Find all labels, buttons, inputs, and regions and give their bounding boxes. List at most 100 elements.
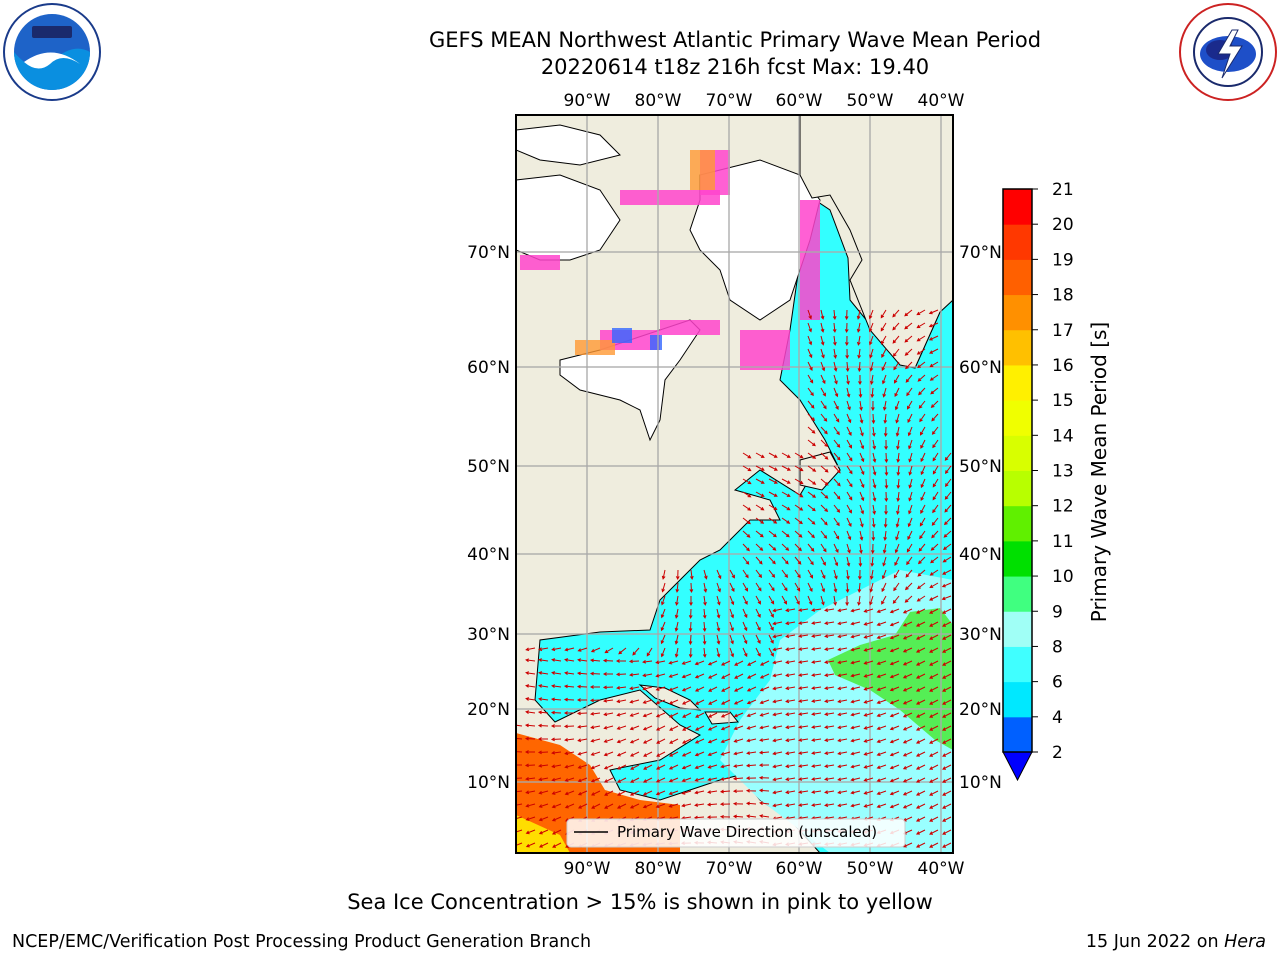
wave-direction-arrow (616, 764, 627, 770)
wave-direction-arrow (781, 452, 791, 458)
noaa-logo (3, 3, 101, 101)
wave-direction-arrow (516, 764, 522, 766)
wave-direction-arrow (708, 686, 718, 692)
wave-direction-arrow (629, 738, 640, 744)
wave-direction-arrow (807, 361, 813, 371)
colorbar-segment (1003, 435, 1032, 471)
wave-direction-arrow (745, 776, 757, 781)
wave-direction-arrow (577, 764, 588, 769)
wave-direction-arrow (660, 647, 666, 658)
wave-direction-arrow (798, 673, 809, 677)
wave-direction-arrow (920, 478, 926, 489)
wave-direction-arrow (798, 725, 809, 729)
wave-direction-arrow (869, 361, 874, 372)
wave-direction-arrow (889, 608, 900, 614)
wave-direction-arrow (904, 335, 913, 343)
wave-direction-arrow (859, 530, 864, 541)
wave-direction-arrow (857, 569, 862, 581)
wave-direction-arrow (768, 465, 778, 471)
wave-direction-arrow (668, 790, 679, 795)
wave-direction-arrow (707, 673, 718, 679)
wave-direction-arrow (942, 842, 952, 848)
wave-direction-arrow (603, 764, 614, 770)
wave-direction-arrow (707, 751, 718, 756)
colorbar-tick-label: 14 (1052, 426, 1074, 446)
wave-direction-arrow (538, 697, 549, 701)
wave-direction-arrow (674, 647, 679, 658)
wave-direction-arrow (824, 634, 835, 638)
wave-direction-arrow (859, 478, 865, 489)
wave-direction-arrow (807, 595, 813, 606)
wave-direction-arrow (920, 439, 926, 449)
sea-ice-patch (575, 340, 615, 355)
wave-direction-arrow (707, 777, 718, 782)
wave-direction-arrow (755, 530, 764, 538)
wave-direction-arrow (916, 582, 926, 590)
wave-direction-arrow (656, 738, 666, 744)
wave-direction-arrow (551, 790, 562, 795)
wave-direction-arrow (563, 724, 575, 729)
wave-direction-arrow (863, 764, 874, 769)
wave-direction-arrow (721, 673, 731, 679)
wave-direction-arrow (794, 517, 803, 525)
wave-direction-arrow (932, 439, 939, 449)
wave-direction-arrow (538, 763, 549, 768)
wave-direction-arrow (668, 712, 679, 718)
wave-direction-arrow (850, 790, 861, 795)
wave-direction-arrow (837, 790, 848, 795)
wave-direction-arrow (889, 725, 900, 731)
wave-direction-arrow (785, 660, 796, 665)
wave-direction-arrow (876, 764, 887, 769)
wave-direction-arrow (918, 387, 926, 396)
wave-direction-arrow (694, 764, 705, 769)
wave-direction-arrow (858, 375, 862, 386)
colorbar-tick-label: 12 (1052, 497, 1074, 517)
wave-direction-arrow (889, 751, 900, 757)
wave-direction-arrow (616, 751, 627, 757)
wave-direction-arrow (716, 647, 721, 658)
colorbar-segment (1003, 364, 1032, 401)
wave-direction-arrow (880, 322, 887, 332)
wave-direction-arrow (902, 790, 913, 796)
lon-label-bottom: 80°W (635, 859, 682, 879)
wave-direction-arrow (915, 634, 926, 640)
wave-direction-arrow (589, 698, 601, 703)
wave-direction-arrow (590, 738, 601, 743)
wave-direction-arrow (833, 374, 838, 385)
lat-label-left: 30°N (467, 625, 510, 645)
wave-direction-arrow (917, 374, 926, 382)
wave-direction-arrow (729, 621, 734, 632)
wave-direction-arrow (706, 802, 718, 807)
wave-direction-arrow (772, 660, 783, 665)
wave-direction-arrow (603, 751, 614, 757)
wave-direction-arrow (881, 582, 887, 593)
wave-direction-arrow (870, 543, 875, 555)
wave-direction-arrow (872, 478, 877, 489)
wave-direction-arrow (902, 712, 913, 718)
wave-direction-arrow (917, 361, 926, 369)
wave-direction-arrow (872, 452, 877, 463)
wave-direction-arrow (837, 634, 848, 639)
wave-direction-arrow (591, 803, 601, 809)
wave-direction-arrow (944, 478, 952, 488)
colorbar-tick-label: 4 (1052, 708, 1063, 728)
wave-direction-arrow (929, 673, 939, 679)
wave-direction-arrow (893, 582, 900, 592)
lon-label-top: 40°W (918, 91, 965, 111)
wave-direction-arrow (785, 751, 796, 756)
wave-direction-arrow (893, 361, 900, 371)
wave-direction-arrow (896, 504, 900, 515)
wave-direction-arrow (811, 725, 822, 729)
wave-direction-arrow (551, 816, 562, 822)
wave-direction-arrow (884, 491, 889, 503)
wave-direction-arrow (516, 777, 523, 779)
wave-direction-arrow (929, 699, 939, 705)
wave-direction-arrow (859, 517, 864, 528)
wave-direction-arrow (589, 658, 601, 663)
wave-direction-arrow (942, 686, 952, 692)
wave-direction-arrow (863, 621, 874, 626)
wave-direction-arrow (746, 738, 757, 743)
wave-direction-arrow (892, 348, 900, 357)
wave-direction-arrow (616, 738, 627, 744)
wave-direction-arrow (668, 764, 679, 770)
